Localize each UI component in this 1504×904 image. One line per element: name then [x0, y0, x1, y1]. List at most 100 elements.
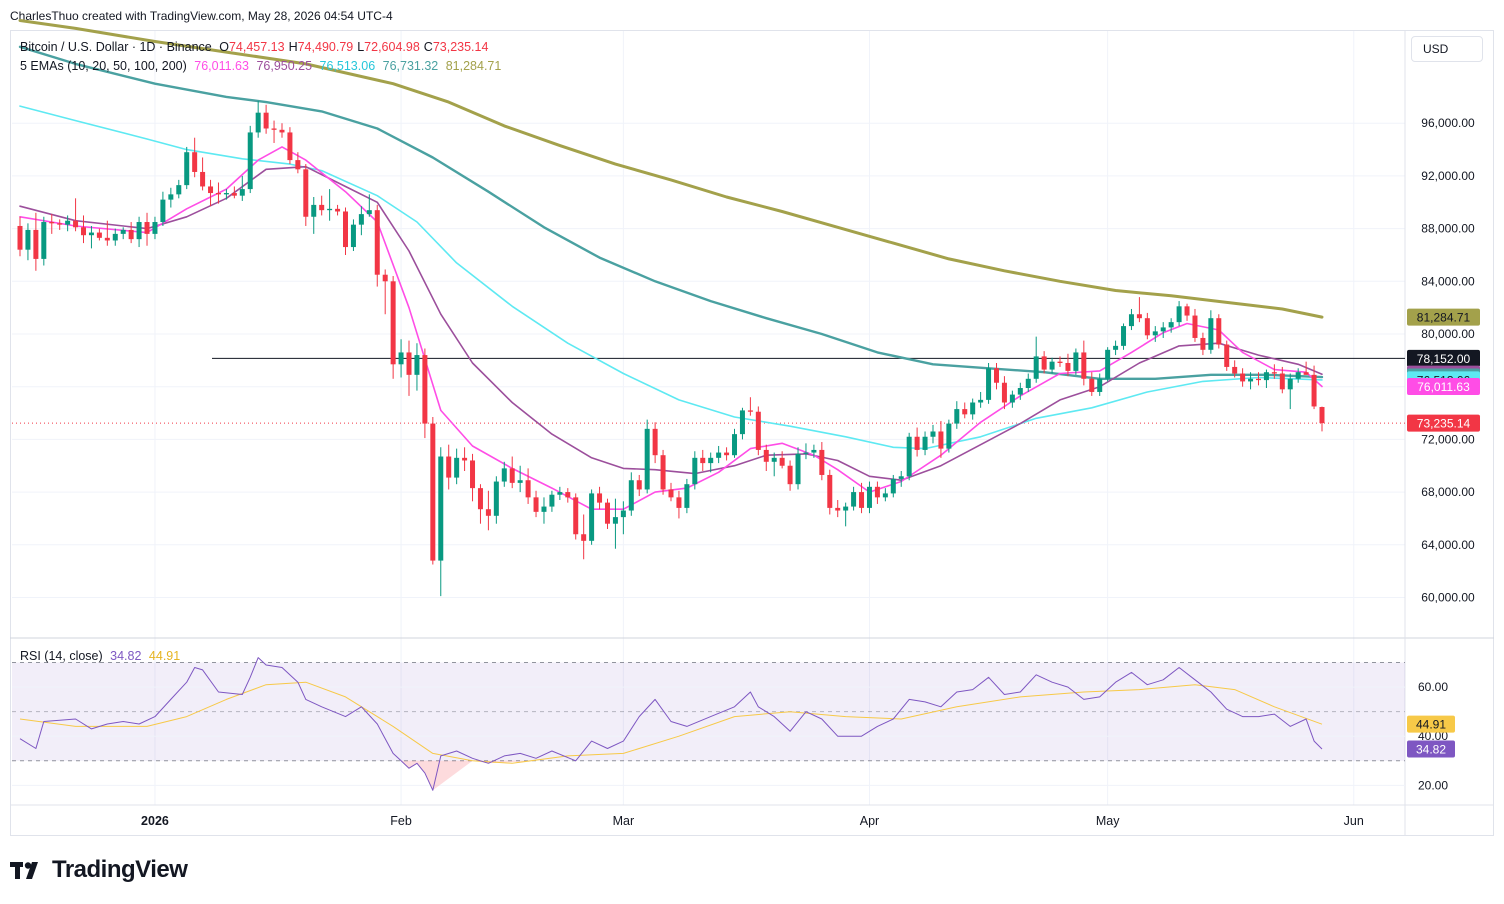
candle [1105, 347, 1111, 382]
candle-body [374, 210, 380, 275]
candle [644, 419, 650, 494]
badge-background [1407, 349, 1480, 367]
candle [604, 498, 610, 529]
y-tick-label: 80,000.00 [1421, 327, 1475, 341]
candle [73, 198, 79, 232]
candle-body [1041, 356, 1047, 370]
candle [620, 501, 626, 535]
candle-body [573, 497, 579, 535]
candle-body [1097, 378, 1103, 392]
tradingview-footer-logo: TradingView [10, 856, 188, 884]
candle [533, 490, 539, 518]
y-tick-label: 96,000.00 [1421, 116, 1475, 130]
candle [1152, 326, 1158, 342]
candle-body [1128, 314, 1134, 327]
x-tick-label: Mar [613, 814, 635, 828]
candle-body [73, 220, 79, 228]
ema20-value: 76,950.25 [256, 59, 313, 73]
candle-body [1049, 361, 1055, 370]
candle [1263, 369, 1269, 389]
candle [589, 489, 595, 545]
candle [827, 469, 833, 515]
candle-body [231, 193, 237, 196]
candle [938, 420, 944, 458]
badge-background [1407, 414, 1480, 432]
candle-body [1009, 394, 1015, 403]
candle [771, 452, 777, 477]
y-tick-label: 88,000.00 [1421, 222, 1475, 236]
candle-body [406, 352, 412, 375]
candle [787, 460, 793, 491]
candle [612, 498, 618, 549]
candle [295, 152, 301, 174]
candle [517, 465, 523, 493]
candle-body [1160, 327, 1166, 332]
candle-body [1248, 378, 1254, 382]
y-tick-label: 92,000.00 [1421, 169, 1475, 183]
candle [454, 448, 460, 485]
ema10-line [19, 146, 1323, 511]
candle-body [898, 476, 904, 479]
y-tick-label: 60,000.00 [1421, 590, 1475, 604]
currency-button[interactable]: USD [1411, 36, 1483, 62]
candle [438, 447, 444, 597]
ema-title: 5 EMAs (10, 20, 50, 100, 200) [20, 59, 187, 73]
candle-body [168, 194, 174, 200]
candle-body [81, 227, 87, 236]
candle [96, 228, 102, 241]
candle [811, 444, 817, 458]
candle-body [962, 409, 968, 415]
candle-body [485, 509, 491, 516]
rsi-tick-label: 20.00 [1418, 778, 1448, 792]
candle [1057, 356, 1063, 367]
candle [922, 431, 928, 456]
candle-body [652, 428, 658, 456]
candle-body [160, 199, 166, 223]
candle [978, 391, 984, 408]
candle-body [430, 423, 436, 561]
candle-body [1121, 326, 1127, 346]
ohlc-o: O74,457.13 [219, 40, 285, 54]
candle [358, 206, 364, 236]
x-tick-label: Jun [1344, 814, 1364, 828]
candle-body [454, 457, 460, 478]
candle [930, 424, 936, 444]
candle [851, 486, 857, 511]
candle [994, 362, 999, 390]
candle [906, 432, 912, 481]
candle [573, 493, 579, 540]
candle-body [1224, 344, 1230, 367]
candle-body [414, 355, 420, 375]
candle-body [835, 507, 841, 511]
candle-body [811, 449, 817, 453]
ema10-value: 76,011.63 [194, 59, 249, 73]
candle-body [112, 233, 118, 241]
candle [874, 481, 880, 504]
candle [954, 401, 960, 429]
candle [724, 447, 730, 461]
candle [962, 402, 968, 419]
x-tick-label: Feb [390, 814, 412, 828]
candle-body [1017, 388, 1023, 395]
candle-body [533, 497, 539, 512]
candle [732, 428, 738, 458]
candle [112, 228, 118, 246]
candle [986, 362, 992, 404]
candle-body [271, 128, 277, 130]
candle [668, 482, 674, 502]
candle-body [223, 193, 229, 195]
x-tick-label: 2026 [141, 814, 169, 828]
candle-body [104, 237, 110, 241]
ema50-value: 76,513.06 [319, 59, 376, 73]
candle [319, 195, 325, 216]
candle [1311, 365, 1317, 410]
candle [700, 449, 706, 472]
y-tick-label: 64,000.00 [1421, 538, 1475, 552]
candle [327, 189, 333, 221]
candle-body [1240, 373, 1246, 382]
candle-body [604, 502, 610, 524]
candle-body [144, 222, 150, 234]
brand-name: TradingView [52, 856, 188, 883]
rsi-line [19, 657, 1323, 791]
